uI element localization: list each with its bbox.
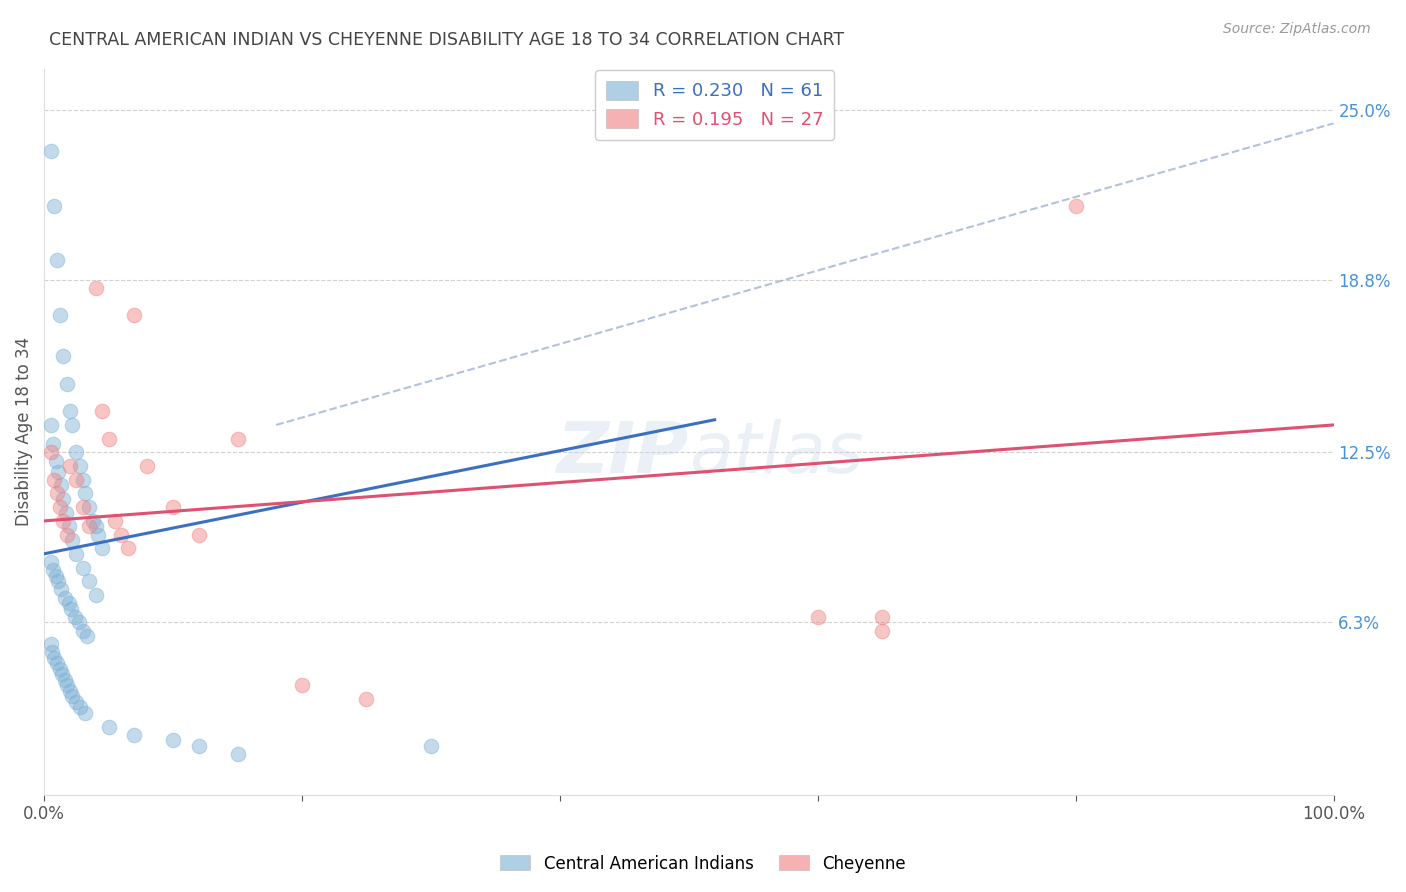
Point [46,253,69,268]
Point [46,465,69,479]
Y-axis label: Disability Age 18 to 34: Disability Age 18 to 34 [15,337,32,526]
Point [65,547,87,561]
Point [870,610,893,624]
Point [67,615,90,630]
Point [55,506,77,520]
Point [56,376,79,391]
Point [84,519,107,533]
Point [41,645,63,659]
Point [44,651,66,665]
Text: atlas: atlas [689,419,863,488]
Point [53,673,76,687]
Point [42,437,65,451]
Point [77,574,100,589]
Point [65,445,87,459]
Point [69,700,91,714]
Point [76,629,98,643]
Point [59,458,82,473]
Point [807,610,830,624]
Point [77,500,100,515]
Point [39,445,62,459]
Point [49,582,72,597]
Point [58,596,80,610]
Point [87,527,110,541]
Point [77,519,100,533]
Point [72,560,94,574]
Point [39,417,62,432]
Point [75,706,97,720]
Text: Source: ZipAtlas.com: Source: ZipAtlas.com [1223,22,1371,37]
Point [60,601,83,615]
Legend: R = 0.230   N = 61, R = 0.195   N = 27: R = 0.230 N = 61, R = 0.195 N = 27 [595,70,834,140]
Point [136,458,159,473]
Point [39,637,62,651]
Point [84,281,107,295]
Point [62,533,84,547]
Point [58,519,80,533]
Point [62,690,84,704]
Point [84,588,107,602]
Legend: Central American Indians, Cheyenne: Central American Indians, Cheyenne [494,848,912,880]
Point [162,733,184,747]
Point [49,478,72,492]
Point [46,486,69,500]
Point [62,417,84,432]
Point [91,404,114,418]
Point [75,486,97,500]
Point [59,684,82,698]
Point [187,527,209,541]
Point [110,527,132,541]
Point [187,739,209,753]
Point [48,500,70,515]
Point [91,541,114,556]
Point [56,527,79,541]
Text: CENTRAL AMERICAN INDIAN VS CHEYENNE DISABILITY AGE 18 TO 34 CORRELATION CHART: CENTRAL AMERICAN INDIAN VS CHEYENNE DISA… [49,31,845,49]
Point [59,404,82,418]
Point [39,555,62,569]
Point [419,739,441,753]
Point [39,144,62,158]
Point [44,198,66,212]
Point [97,432,120,446]
Point [82,514,104,528]
Point [65,473,87,487]
Point [1064,198,1087,212]
Point [63,610,86,624]
Point [162,500,184,515]
Point [56,678,79,692]
Point [124,728,146,742]
Point [97,719,120,733]
Point [52,350,75,364]
Point [72,473,94,487]
Point [870,624,893,638]
Point [356,692,378,706]
Point [52,514,75,528]
Point [53,591,76,605]
Point [104,514,127,528]
Point [65,695,87,709]
Point [226,747,249,761]
Point [291,678,314,692]
Point [51,667,73,681]
Point [48,308,70,322]
Point [45,568,67,582]
Text: ZIP: ZIP [557,419,689,488]
Point [48,662,70,676]
Point [117,541,139,556]
Point [52,491,75,506]
Point [72,500,94,515]
Point [46,574,69,589]
Point [42,563,65,577]
Point [44,473,66,487]
Point [72,624,94,638]
Point [45,453,67,467]
Point [226,432,249,446]
Point [46,657,69,671]
Point [124,308,146,322]
Point [69,458,91,473]
